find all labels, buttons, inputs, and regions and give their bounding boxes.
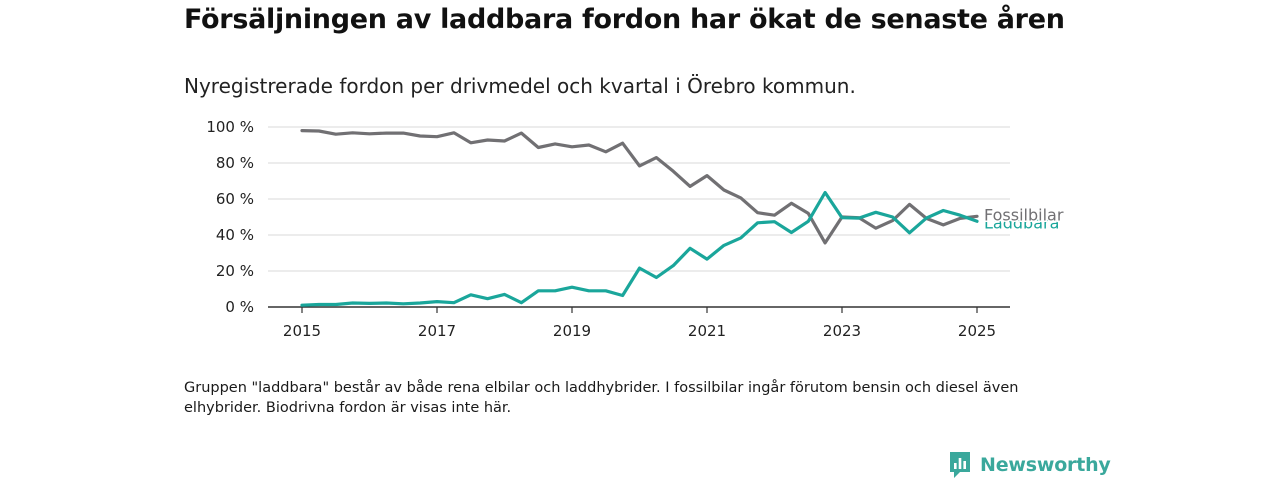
chart-subtitle: Nyregistrerade fordon per drivmedel och … xyxy=(184,74,856,98)
brand-name: Newsworthy xyxy=(980,454,1111,476)
x-tick-label: 2015 xyxy=(283,322,321,340)
series-line-fossilbilar xyxy=(300,129,979,245)
y-tick-label: 60 % xyxy=(216,190,254,208)
x-tick-label: 2025 xyxy=(958,322,996,340)
y-axis: 0 % 20 % 40 % 60 % 80 % 100 % xyxy=(206,118,254,316)
brand-logo[interactable]: Newsworthy xyxy=(948,450,1111,480)
series-label-fossilbilar: Fossilbilar xyxy=(984,205,1064,224)
y-tick-label: 100 % xyxy=(206,118,254,136)
x-tick-label: 2017 xyxy=(418,322,456,340)
y-tick-label: 0 % xyxy=(225,298,254,316)
series-label-laddbara: Laddbara xyxy=(984,213,1059,232)
y-tick-label: 40 % xyxy=(216,226,254,244)
x-axis: 2015 2017 2019 2021 2023 2025 xyxy=(268,306,1010,340)
series-lines xyxy=(300,129,979,307)
series-line-laddbara xyxy=(300,190,979,307)
gridlines xyxy=(268,126,1010,272)
x-tick-label: 2021 xyxy=(688,322,726,340)
newsworthy-logo-icon xyxy=(950,452,970,478)
x-tick-label: 2019 xyxy=(553,322,591,340)
y-tick-label: 20 % xyxy=(216,262,254,280)
x-tick-label: 2023 xyxy=(823,322,861,340)
chart-footnote: Gruppen "laddbara" består av både rena e… xyxy=(184,380,1019,416)
chart-title: Försäljningen av laddbara fordon har öka… xyxy=(184,4,1065,35)
line-chart: 0 % 20 % 40 % 60 % 80 % 100 % 2015 2017 2019 202… xyxy=(206,118,1066,340)
y-tick-label: 80 % xyxy=(216,154,254,172)
